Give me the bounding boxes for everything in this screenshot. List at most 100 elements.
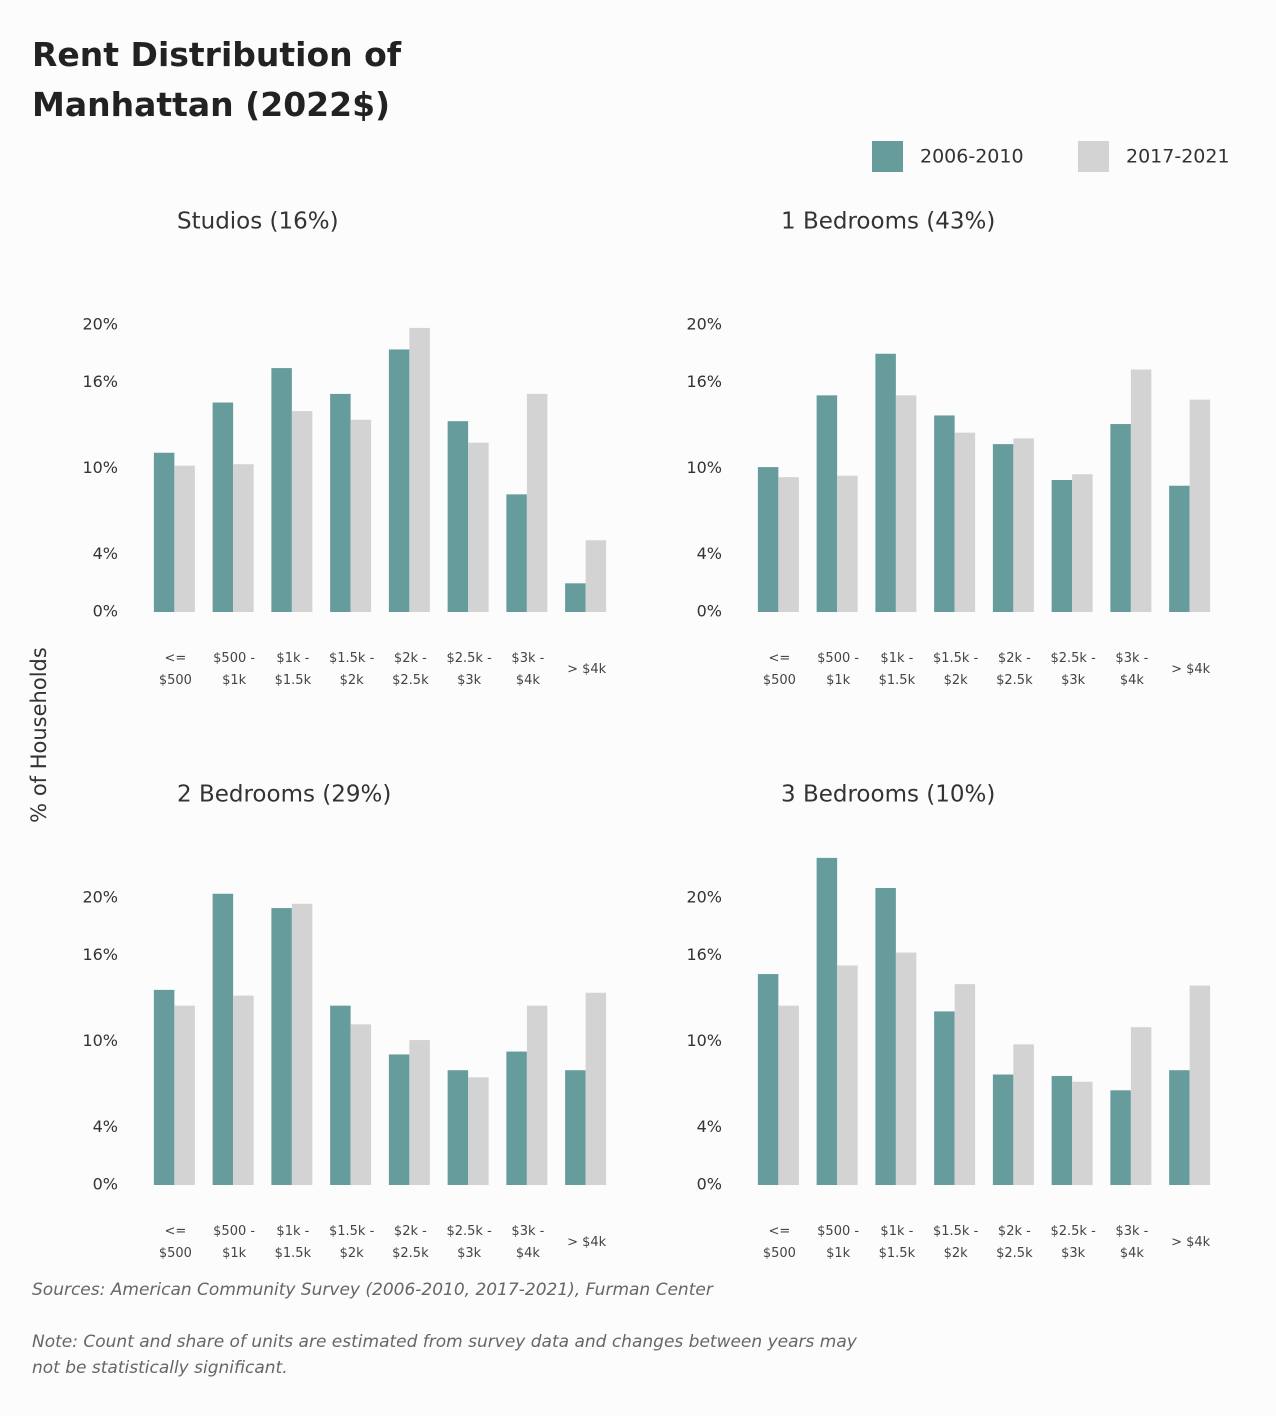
bar xyxy=(757,974,779,1185)
y-tick-label: 16% xyxy=(82,945,118,964)
y-tick-label: 16% xyxy=(686,945,722,964)
y-tick-label: 4% xyxy=(697,1117,722,1136)
bar xyxy=(565,583,586,612)
bar xyxy=(1051,1075,1073,1185)
bar xyxy=(271,908,292,1185)
bar xyxy=(778,1005,799,1185)
x-tick-label: $2.5k - $3k xyxy=(1050,1224,1096,1261)
y-tick-label: 0% xyxy=(93,602,118,621)
x-tick-label: $3k - $4k xyxy=(1115,651,1149,688)
bar xyxy=(954,984,976,1185)
bar xyxy=(447,421,469,612)
x-tick-label: $1.5k - $2k xyxy=(932,1224,979,1261)
y-tick-label: 0% xyxy=(93,1175,118,1194)
bar xyxy=(585,992,607,1185)
legend-label: 2006-2010 xyxy=(920,146,1024,168)
bar xyxy=(1110,1090,1131,1185)
y-tick-label: 20% xyxy=(686,315,722,334)
y-tick-label: 16% xyxy=(686,372,722,391)
bar xyxy=(468,442,489,612)
bar xyxy=(468,1077,489,1185)
bar xyxy=(1189,399,1211,612)
bar xyxy=(1110,424,1131,612)
bar xyxy=(875,888,896,1185)
bar xyxy=(757,467,779,612)
x-tick-label: $1k - $1.5k xyxy=(878,651,916,688)
x-tick-label: $500 - $1k xyxy=(817,1224,860,1261)
y-tick-label: 20% xyxy=(82,888,118,907)
x-tick-label: $1.5k - $2k xyxy=(328,1224,375,1261)
y-tick-label: 20% xyxy=(686,888,722,907)
y-tick-label: 10% xyxy=(82,1031,118,1050)
bar xyxy=(526,393,548,612)
x-tick-label: $500 - $1k xyxy=(213,1224,256,1261)
bar xyxy=(330,393,351,612)
bar xyxy=(350,1024,372,1185)
bar xyxy=(778,477,799,612)
legend-swatch xyxy=(872,141,903,172)
bar xyxy=(992,444,1014,612)
x-tick-label: <= $500 xyxy=(158,1224,192,1261)
bar xyxy=(954,432,976,612)
bar xyxy=(1072,1081,1093,1185)
x-tick-label: $2.5k - $3k xyxy=(446,1224,492,1261)
y-tick-label: 4% xyxy=(697,544,722,563)
y-tick-label: 0% xyxy=(697,602,722,621)
bar xyxy=(895,952,917,1185)
bar xyxy=(1130,369,1152,612)
legend-swatch xyxy=(1078,141,1109,172)
x-tick-label: <= $500 xyxy=(762,651,796,688)
bar xyxy=(291,411,313,612)
bar xyxy=(153,989,175,1185)
panel-title: 3 Bedrooms (10%) xyxy=(781,782,995,808)
bar xyxy=(1051,480,1073,612)
bar xyxy=(1189,985,1211,1185)
x-tick-label: $1.5k - $2k xyxy=(328,651,375,688)
x-tick-label: $500 - $1k xyxy=(213,651,256,688)
bar xyxy=(271,368,292,612)
x-tick-label: $2.5k - $3k xyxy=(1050,651,1096,688)
x-tick-label: $2k - $2.5k xyxy=(996,1224,1033,1261)
x-tick-label: $500 - $1k xyxy=(817,651,860,688)
bar xyxy=(816,395,838,612)
bar xyxy=(233,995,254,1185)
x-tick-label: $3k - $4k xyxy=(511,651,545,688)
bar xyxy=(895,395,917,612)
bar xyxy=(212,402,234,612)
bar xyxy=(565,1070,586,1185)
x-tick-label: $1k - $1.5k xyxy=(274,651,312,688)
y-tick-label: 0% xyxy=(697,1175,722,1194)
y-tick-label: 10% xyxy=(686,458,722,477)
y-tick-label: 4% xyxy=(93,544,118,563)
note: Note: Count and share of units are estim… xyxy=(32,1332,857,1378)
x-tick-label: > $4k xyxy=(1171,1235,1211,1250)
bar xyxy=(409,327,430,612)
chart-title: Rent Distribution of Manhattan (2022$) xyxy=(32,35,402,124)
x-tick-label: $3k - $4k xyxy=(511,1224,545,1261)
x-tick-label: $2k - $2.5k xyxy=(392,651,429,688)
y-tick-label: 4% xyxy=(93,1117,118,1136)
bar xyxy=(1169,1070,1190,1185)
panel-title: 2 Bedrooms (29%) xyxy=(177,782,391,808)
sources: Sources: American Community Survey (2006… xyxy=(32,1280,713,1300)
bar xyxy=(585,540,607,612)
bar xyxy=(837,475,858,612)
panel-title: Studios (16%) xyxy=(177,209,339,235)
x-tick-label: $2k - $2.5k xyxy=(996,651,1033,688)
x-tick-label: <= $500 xyxy=(762,1224,796,1261)
panel-title: 1 Bedrooms (43%) xyxy=(781,209,995,235)
bar xyxy=(1072,474,1093,612)
bar xyxy=(1013,1044,1034,1185)
bar xyxy=(409,1040,430,1185)
bar xyxy=(816,857,838,1185)
bar xyxy=(174,465,195,612)
bar xyxy=(388,1054,410,1185)
bar xyxy=(212,893,234,1185)
bar xyxy=(291,903,313,1185)
bar xyxy=(330,1005,351,1185)
x-tick-label: $1k - $1.5k xyxy=(274,1224,312,1261)
legend-label: 2017-2021 xyxy=(1126,146,1230,168)
bar xyxy=(506,1051,527,1185)
x-tick-label: $1.5k - $2k xyxy=(932,651,979,688)
